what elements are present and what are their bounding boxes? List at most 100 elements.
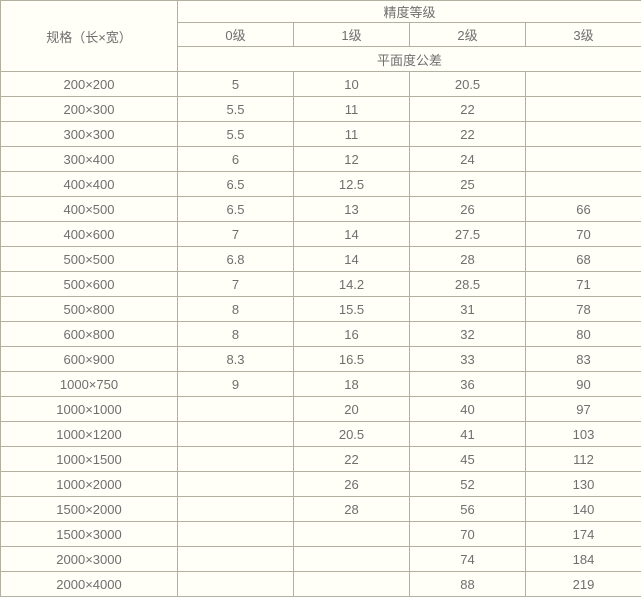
tolerance-value-cell: 130 bbox=[524, 471, 641, 497]
table-row: 2000×3000 74 184 bbox=[0, 546, 641, 572]
table-row: 1000×1000 20 40 97 bbox=[0, 396, 641, 422]
tolerance-value-cell: 20.5 bbox=[409, 71, 526, 97]
size-cell: 1000×1000 bbox=[0, 396, 178, 422]
tolerance-value-cell: 11 bbox=[293, 121, 410, 147]
tolerance-value-cell: 22 bbox=[409, 121, 526, 147]
size-cell: 500×800 bbox=[0, 296, 178, 322]
tolerance-value-cell bbox=[177, 471, 294, 497]
tolerance-value-cell bbox=[177, 421, 294, 447]
grade-2-header-cell: 2级 bbox=[409, 22, 526, 47]
tolerance-value-cell: 22 bbox=[293, 446, 410, 472]
tolerance-value-cell bbox=[524, 96, 641, 122]
tolerance-value-cell bbox=[177, 571, 294, 597]
tolerance-value-cell: 6 bbox=[177, 146, 294, 172]
tolerance-value-cell: 28.5 bbox=[409, 271, 526, 297]
tolerance-value-cell bbox=[293, 546, 410, 572]
tolerance-value-cell: 14.2 bbox=[293, 271, 410, 297]
tolerance-value-cell bbox=[177, 546, 294, 572]
tolerance-value-cell: 15.5 bbox=[293, 296, 410, 322]
tolerance-value-cell: 66 bbox=[524, 196, 641, 222]
table-row: 500×500 6.8 14 28 68 bbox=[0, 246, 641, 272]
table-row: 400×400 6.5 12.5 25 bbox=[0, 171, 641, 197]
size-cell: 300×300 bbox=[0, 121, 178, 147]
grade-1-header-cell: 1级 bbox=[293, 22, 410, 47]
tolerance-value-cell: 36 bbox=[409, 371, 526, 397]
tolerance-value-cell bbox=[293, 521, 410, 547]
tolerance-value-cell bbox=[177, 496, 294, 522]
table-row: 400×600 7 14 27.5 70 bbox=[0, 221, 641, 247]
table-row: 1500×3000 70 174 bbox=[0, 521, 641, 547]
tolerance-value-cell bbox=[524, 121, 641, 147]
tolerance-value-cell: 140 bbox=[524, 496, 641, 522]
tolerance-value-cell: 52 bbox=[409, 471, 526, 497]
tolerance-value-cell: 25 bbox=[409, 171, 526, 197]
tolerance-value-cell bbox=[293, 571, 410, 597]
tolerance-value-cell: 12.5 bbox=[293, 171, 410, 197]
table-row: 200×300 5.5 11 22 bbox=[0, 96, 641, 122]
size-cell: 1500×2000 bbox=[0, 496, 178, 522]
tolerance-value-cell: 33 bbox=[409, 346, 526, 372]
tolerance-value-cell: 68 bbox=[524, 246, 641, 272]
header-row-grades: 0级 1级 2级 3级 bbox=[1, 22, 641, 47]
tolerance-value-cell bbox=[177, 521, 294, 547]
size-cell: 500×600 bbox=[0, 271, 178, 297]
table-row: 1000×1200 20.5 41 103 bbox=[0, 421, 641, 447]
tolerance-value-cell: 13 bbox=[293, 196, 410, 222]
table-row: 1000×750 9 18 36 90 bbox=[0, 371, 641, 397]
tolerance-value-cell: 74 bbox=[409, 546, 526, 572]
table-row: 2000×4000 88 219 bbox=[0, 571, 641, 597]
tolerance-value-cell bbox=[177, 396, 294, 422]
tolerance-value-cell: 5.5 bbox=[177, 96, 294, 122]
tolerance-value-cell: 97 bbox=[524, 396, 641, 422]
tolerance-value-cell: 78 bbox=[524, 296, 641, 322]
tolerance-value-cell: 22 bbox=[409, 96, 526, 122]
size-cell: 300×400 bbox=[0, 146, 178, 172]
table-row: 1500×2000 28 56 140 bbox=[0, 496, 641, 522]
tolerance-value-cell: 16 bbox=[293, 321, 410, 347]
tolerance-value-cell: 28 bbox=[409, 246, 526, 272]
tolerance-value-cell: 174 bbox=[524, 521, 641, 547]
tolerance-value-cell: 5.5 bbox=[177, 121, 294, 147]
table-row: 1000×2000 26 52 130 bbox=[0, 471, 641, 497]
tolerance-value-cell: 26 bbox=[409, 196, 526, 222]
size-cell: 1000×2000 bbox=[0, 471, 178, 497]
tolerance-value-cell: 28 bbox=[293, 496, 410, 522]
tolerance-value-cell: 18 bbox=[293, 371, 410, 397]
tolerance-value-cell: 112 bbox=[524, 446, 641, 472]
tolerance-value-cell: 26 bbox=[293, 471, 410, 497]
tolerance-value-cell: 103 bbox=[524, 421, 641, 447]
tolerance-value-cell: 7 bbox=[177, 271, 294, 297]
size-cell: 600×800 bbox=[0, 321, 178, 347]
tolerance-value-cell: 8.3 bbox=[177, 346, 294, 372]
size-cell: 400×600 bbox=[0, 221, 178, 247]
size-cell: 1000×1200 bbox=[0, 421, 178, 447]
tolerance-value-cell: 14 bbox=[293, 246, 410, 272]
tolerance-value-cell: 8 bbox=[177, 321, 294, 347]
tolerance-value-cell: 20.5 bbox=[293, 421, 410, 447]
tolerance-value-cell: 6.5 bbox=[177, 171, 294, 197]
table-header: 规格（长×宽） 精度等级 0级 1级 2级 3级 平面度公差 bbox=[0, 0, 641, 72]
table-body: 200×200 5 10 20.5 200×300 5.5 11 22 300×300 5.5 11… bbox=[0, 71, 641, 597]
size-cell: 600×900 bbox=[0, 346, 178, 372]
tolerance-value-cell bbox=[524, 146, 641, 172]
tolerance-value-cell: 24 bbox=[409, 146, 526, 172]
tolerance-value-cell bbox=[177, 446, 294, 472]
size-cell: 2000×4000 bbox=[0, 571, 178, 597]
table-row: 500×600 7 14.2 28.5 71 bbox=[0, 271, 641, 297]
tolerance-value-cell: 70 bbox=[524, 221, 641, 247]
precision-grade-header-cell: 精度等级 bbox=[176, 0, 641, 23]
tolerance-value-cell: 56 bbox=[409, 496, 526, 522]
tolerance-value-cell: 6.5 bbox=[177, 196, 294, 222]
size-cell: 1000×1500 bbox=[0, 446, 178, 472]
size-cell: 200×200 bbox=[0, 71, 178, 97]
tolerance-value-cell: 219 bbox=[524, 571, 641, 597]
tolerance-value-cell: 184 bbox=[524, 546, 641, 572]
table-row: 200×200 5 10 20.5 bbox=[0, 71, 641, 97]
header-row-precision: 规格（长×宽） 精度等级 bbox=[0, 0, 641, 72]
tolerance-value-cell: 10 bbox=[293, 71, 410, 97]
tolerance-value-cell: 45 bbox=[409, 446, 526, 472]
size-cell: 500×500 bbox=[0, 246, 178, 272]
tolerance-value-cell: 11 bbox=[293, 96, 410, 122]
tolerance-value-cell: 16.5 bbox=[293, 346, 410, 372]
